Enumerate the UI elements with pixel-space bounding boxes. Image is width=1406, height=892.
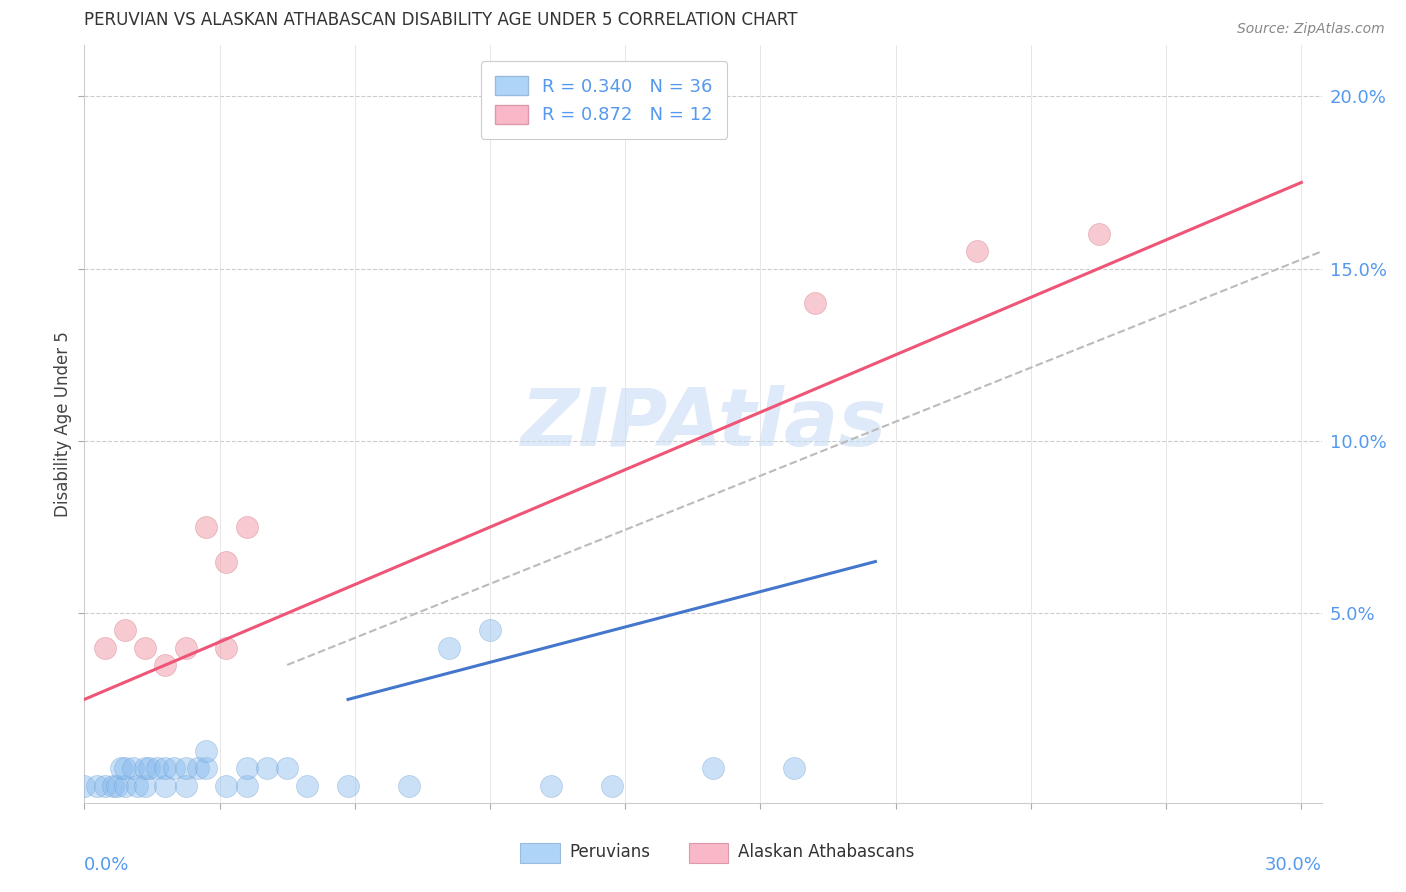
Point [101,779,124,793]
Point [105,779,128,793]
Point [276,761,298,775]
Point [215,779,238,793]
Text: Source: ZipAtlas.com: Source: ZipAtlas.com [1237,22,1385,37]
Point [398,779,420,793]
Point [540,779,562,793]
Point [138,761,160,775]
Point [134,779,156,793]
Point [134,761,156,775]
Point [174,640,197,655]
Y-axis label: Disability Age Under 5: Disability Age Under 5 [53,331,72,516]
Point [155,761,177,775]
Point [439,640,461,655]
Point [122,761,145,775]
Point [127,779,149,793]
Point [110,761,132,775]
Point [235,761,257,775]
Point [146,761,169,775]
Point [215,640,238,655]
Point [297,779,319,793]
Point [803,296,825,310]
Point [155,657,177,672]
Text: Peruvians: Peruvians [569,843,651,861]
Text: 0.0%: 0.0% [84,856,129,874]
Point [86,779,108,793]
Point [215,555,238,569]
Point [195,744,218,758]
Point [337,779,360,793]
Point [114,624,136,638]
Text: Alaskan Athabascans: Alaskan Athabascans [738,843,914,861]
Text: ZIPAtlas: ZIPAtlas [520,384,886,463]
Point [195,761,218,775]
Point [235,779,257,793]
Legend: R = 0.340   N = 36, R = 0.872   N = 12: R = 0.340 N = 36, R = 0.872 N = 12 [481,62,727,139]
Point [195,520,218,534]
Point [187,761,209,775]
Point [600,779,623,793]
Point [73,779,96,793]
Point [235,520,257,534]
Point [174,761,197,775]
Point [1087,227,1109,241]
Point [783,761,806,775]
Point [702,761,724,775]
Text: 30.0%: 30.0% [1265,856,1322,874]
Text: PERUVIAN VS ALASKAN ATHABASCAN DISABILITY AGE UNDER 5 CORRELATION CHART: PERUVIAN VS ALASKAN ATHABASCAN DISABILIT… [84,12,797,29]
Point [114,761,136,775]
Point [134,640,156,655]
Point [256,761,278,775]
Point [93,640,115,655]
Point [155,779,177,793]
Point [114,779,136,793]
Point [162,761,184,775]
Point [93,779,115,793]
Point [174,779,197,793]
Point [966,244,988,259]
Point [479,624,502,638]
